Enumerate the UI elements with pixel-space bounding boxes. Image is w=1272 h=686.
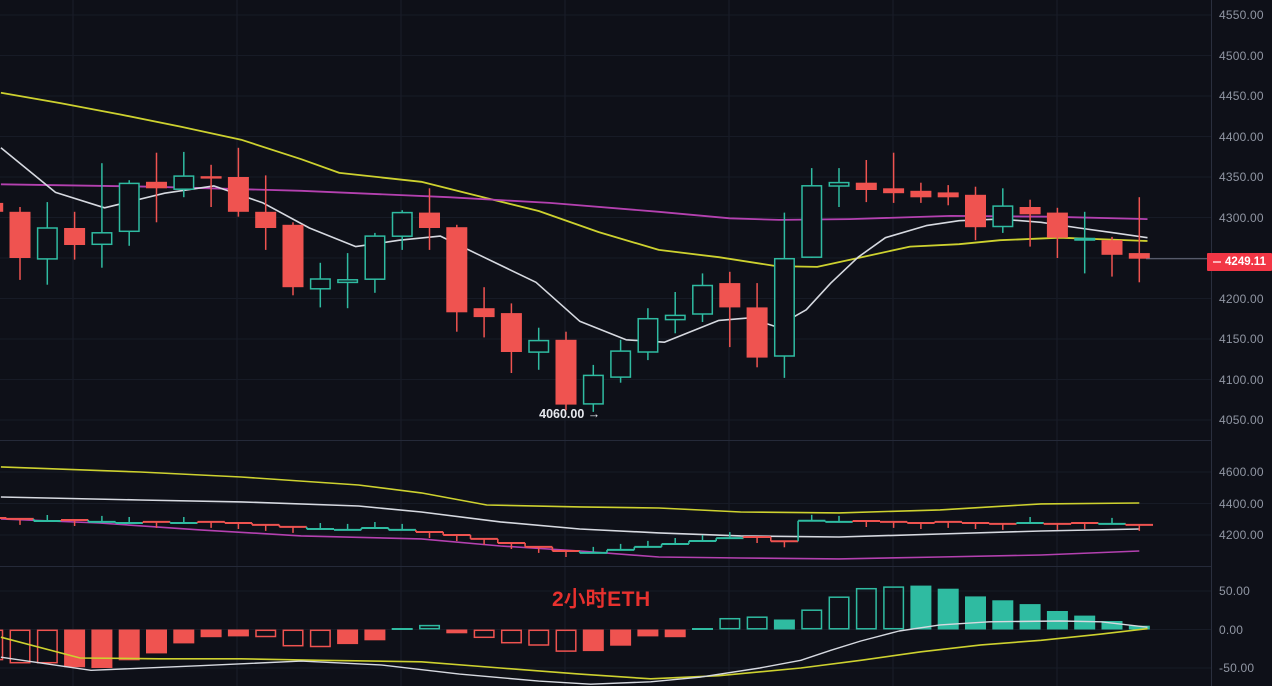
price-axis-label: 4300.00: [1219, 210, 1264, 225]
price-axis-label: 50.00: [1219, 584, 1251, 598]
last-price-tick-icon: [1213, 260, 1222, 263]
price-axis-label: 4400.00: [1219, 496, 1264, 511]
low-price-annotation: 4060.00 →: [539, 406, 601, 421]
price-axis-label: 4400.00: [1219, 129, 1264, 144]
price-axis[interactable]: 4550.00 4500.00 4450.00 4400.00 4350.00 4300.…: [1211, 0, 1272, 686]
middle-panel-bars: [0, 514, 1153, 557]
last-price-badge: 4249.11: [1207, 252, 1272, 271]
price-axis-label: 4350.00: [1219, 170, 1264, 184]
price-axis-label: 4600.00: [1219, 465, 1264, 479]
middle-panel-bands: [0, 466, 1140, 560]
price-axis-label: 4150.00: [1219, 332, 1264, 346]
price-axis-label: 0.00: [1219, 622, 1244, 637]
chart-canvas[interactable]: [0, 0, 1211, 686]
price-axis-label: 4550.00: [1219, 8, 1264, 22]
main-candles: [0, 147, 1150, 412]
price-axis-label: 4200.00: [1219, 291, 1264, 306]
histogram-bars: [0, 585, 1150, 668]
price-axis-label: 4450.00: [1219, 89, 1264, 103]
price-axis-label: 4500.00: [1219, 48, 1264, 63]
price-axis-label: 4050.00: [1219, 413, 1264, 427]
watermark-text: 2小时ETH: [552, 588, 651, 611]
price-axis-label: -50.00: [1219, 661, 1255, 675]
last-price-value: 4249.11: [1225, 255, 1266, 268]
histogram-lines: [0, 620, 1148, 685]
price-axis-label: 4200.00: [1219, 528, 1264, 542]
panel-dividers: [0, 440, 1211, 567]
price-axis-label: 4100.00: [1219, 372, 1264, 387]
